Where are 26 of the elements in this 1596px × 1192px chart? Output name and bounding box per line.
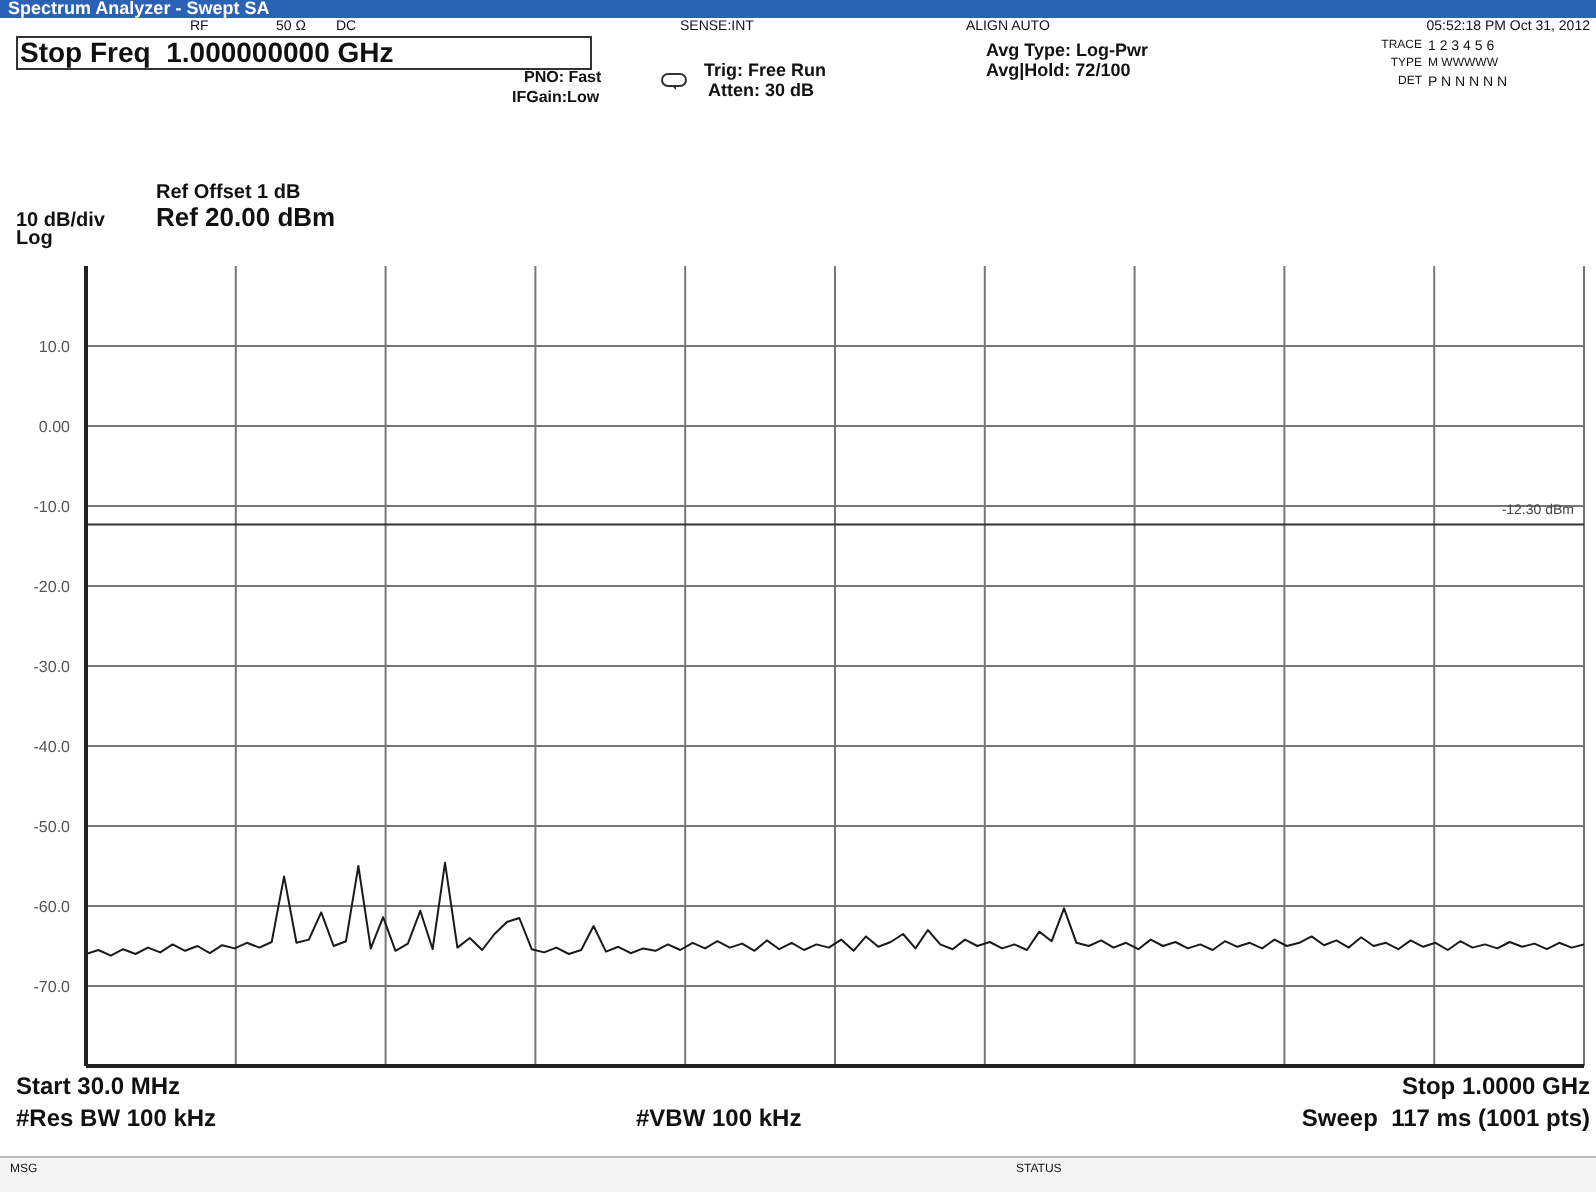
y-tick-label: -20.0: [33, 577, 72, 596]
y-tick-label: -70.0: [33, 977, 72, 996]
y-tick-label: -30.0: [33, 657, 72, 676]
text: Avg Type: Log-Pwr: [986, 40, 1148, 60]
text: Atten: 30 dB: [708, 80, 815, 100]
text: PNO: Fast: [524, 68, 602, 86]
text: Log: [16, 228, 53, 250]
chart-title: Spectrum Analyzer - Swept SA: [8, 0, 270, 18]
y-tick-label: 0.00: [38, 417, 72, 436]
y-tick-label: -60.0: [33, 897, 72, 916]
y-tick-label: -50.0: [33, 817, 72, 836]
y-tick-label: -40.0: [33, 737, 72, 756]
text: Ref 20.00 dBm: [156, 202, 336, 232]
text: Ref Offset 1 dB: [156, 182, 301, 204]
text: IFGain:Low: [512, 88, 600, 106]
text: Start 30.0 MHz: [16, 1072, 181, 1100]
text: Stop 1.0000 GHz: [1401, 1072, 1590, 1100]
text: Stop Freq 1.000000000 GHz: [20, 36, 394, 68]
text: #Res BW 100 kHz: [16, 1104, 217, 1132]
text: Sweep 117 ms (1001 pts): [1301, 1104, 1590, 1132]
text: Avg|Hold: 72/100: [986, 60, 1131, 80]
text: Trig: Free Run: [704, 60, 827, 80]
text: 10 dB/div: [16, 210, 105, 232]
text: #VBW 100 kHz: [636, 1104, 802, 1132]
y-tick-label: -10.0: [33, 497, 72, 516]
y-tick-label: 10.0: [38, 337, 72, 356]
